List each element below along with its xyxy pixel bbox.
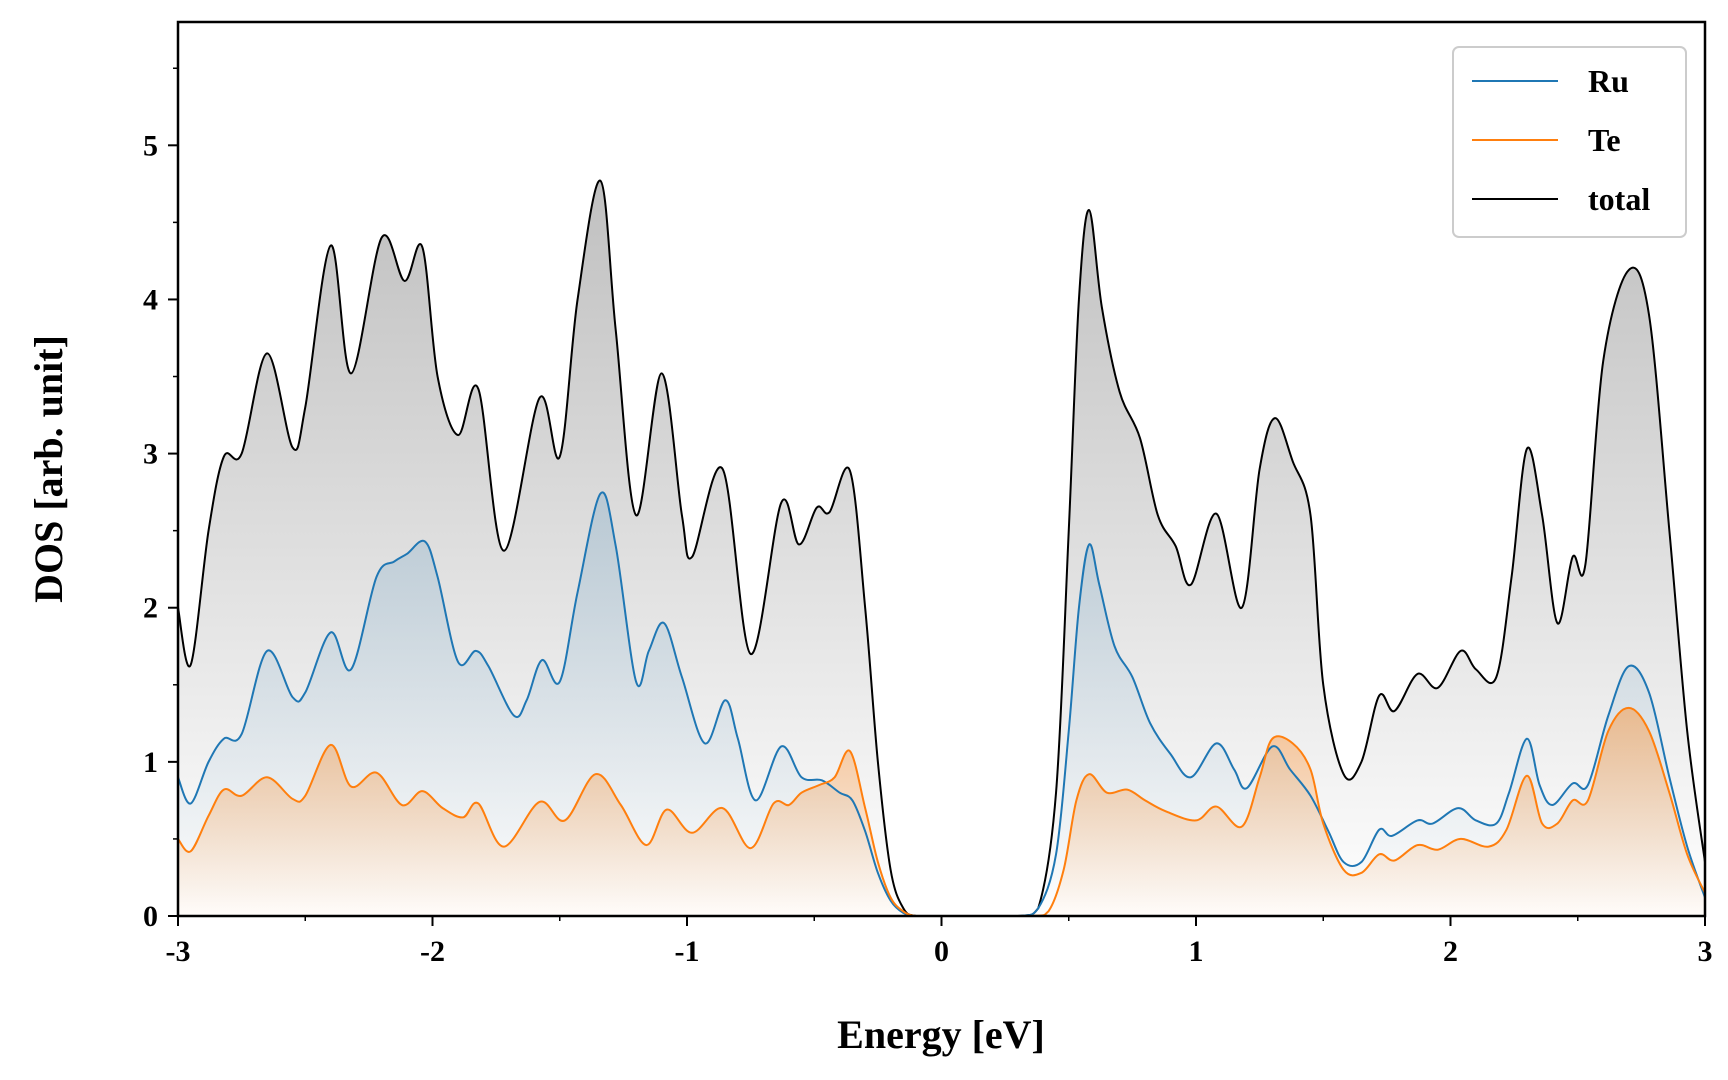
y-axis: 0 1 2 3 4 5	[143, 67, 178, 933]
y-axis-label: DOS [arb. unit]	[26, 335, 71, 603]
series-line-ru	[177, 491, 1706, 918]
legend: Ru Te total	[1452, 46, 1687, 238]
legend-label-total: total	[1588, 181, 1650, 217]
y-tick-label: 0	[143, 900, 158, 933]
legend-box	[1452, 46, 1687, 238]
legend-label-ru: Ru	[1588, 63, 1629, 99]
x-tick-label: -3	[166, 935, 191, 968]
y-tick-label: 1	[143, 746, 158, 779]
y-tick-label: 4	[143, 283, 158, 316]
y-tick-label: 2	[143, 592, 158, 625]
x-tick-label: 0	[934, 935, 949, 968]
x-tick-label: 1	[1189, 935, 1204, 968]
x-tick-label: 2	[1443, 935, 1458, 968]
legend-label-te: Te	[1588, 122, 1621, 158]
x-axis: -3 -2 -1 0 1 2 3	[166, 916, 1713, 968]
y-tick-label: 5	[143, 129, 158, 162]
area-fill-ru	[178, 492, 1705, 916]
x-tick-label: 3	[1698, 935, 1713, 968]
area-fills	[178, 180, 1705, 916]
x-tick-label: -2	[420, 935, 445, 968]
y-tick-label: 3	[143, 438, 158, 471]
area-fill-te	[178, 707, 1705, 916]
x-tick-label: -1	[675, 935, 700, 968]
x-axis-label: Energy [eV]	[837, 1012, 1045, 1057]
